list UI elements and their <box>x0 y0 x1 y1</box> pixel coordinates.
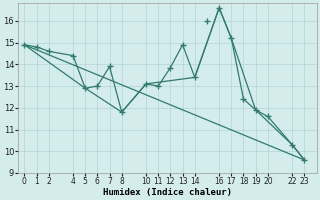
X-axis label: Humidex (Indice chaleur): Humidex (Indice chaleur) <box>103 188 232 197</box>
